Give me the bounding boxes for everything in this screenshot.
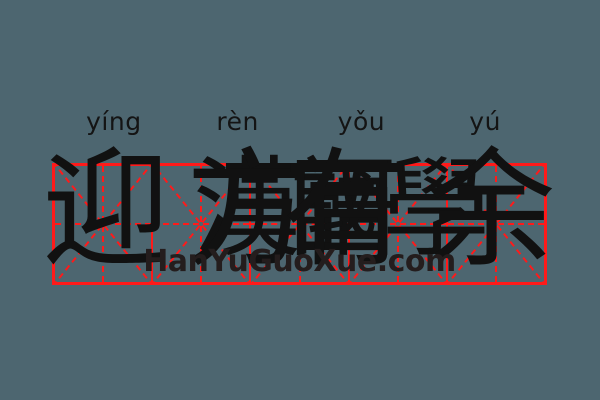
grid-cell-1	[55, 166, 154, 282]
pinyin-syllable-4: yú	[469, 107, 501, 136]
diagonal-guide-icon	[251, 166, 348, 282]
diagonal-guide-icon	[251, 166, 348, 282]
diagonal-guide-icon	[447, 166, 545, 282]
horizontal-guide-icon	[251, 223, 348, 225]
diagonal-guide-icon	[55, 166, 152, 282]
pinyin-syllable-3: yǒu	[337, 107, 386, 136]
vertical-guide-icon	[494, 166, 497, 282]
pinyin-syllable-1: yíng	[86, 107, 142, 136]
horizontal-guide-icon	[349, 223, 446, 225]
diagonal-guide-icon	[153, 166, 250, 282]
character-grid	[52, 163, 547, 285]
vertical-guide-icon	[102, 166, 105, 282]
grid-cell-4	[349, 166, 448, 282]
grid-cell-2	[153, 166, 252, 282]
grid-cell-3	[251, 166, 350, 282]
horizontal-guide-icon	[153, 223, 250, 225]
vertical-guide-icon	[298, 166, 301, 282]
vertical-guide-icon	[200, 166, 203, 282]
diagonal-guide-icon	[349, 166, 446, 282]
pinyin-row: yíng rèn yǒu yú	[52, 100, 547, 144]
pinyin-syllable-2: rèn	[216, 107, 259, 136]
grid-cell-5	[447, 166, 545, 282]
diagonal-guide-icon	[55, 166, 152, 282]
diagonal-guide-icon	[447, 166, 545, 282]
diagonal-guide-icon	[153, 166, 250, 282]
horizontal-guide-icon	[55, 223, 152, 225]
vertical-guide-icon	[396, 166, 399, 282]
horizontal-guide-icon	[447, 223, 545, 225]
diagonal-guide-icon	[349, 166, 446, 282]
